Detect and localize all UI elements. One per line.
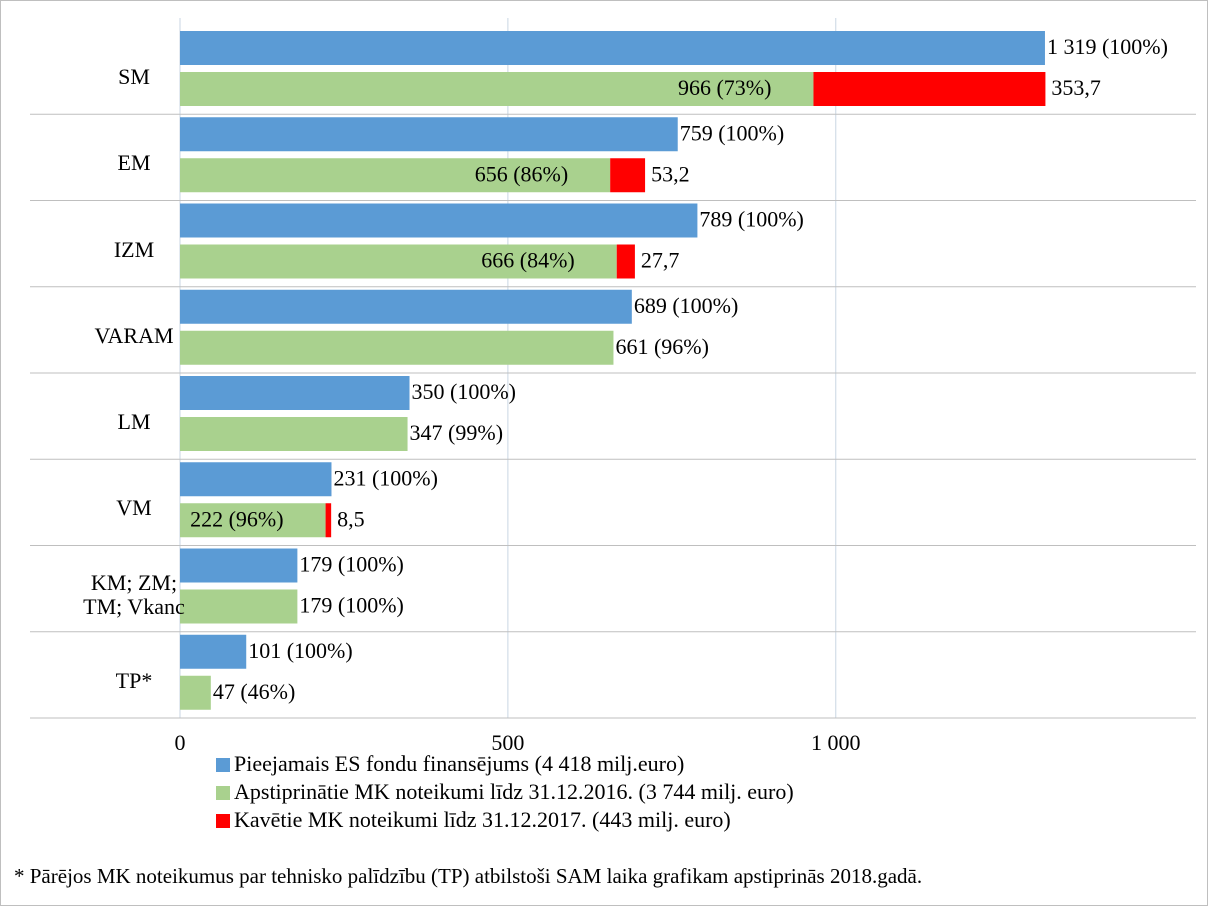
bar [180, 417, 408, 451]
value-label: 666 (84%) [481, 248, 574, 273]
category-label: VM [116, 495, 152, 521]
x-tick-label: 0 [175, 730, 186, 755]
value-label: 966 (73%) [678, 75, 771, 100]
bar [616, 244, 635, 279]
value-label: 689 (100%) [634, 293, 738, 318]
category-label: VARAM [94, 322, 174, 348]
bar [813, 72, 1046, 106]
x-tick-label: 1 000 [811, 730, 861, 755]
bar [180, 31, 1045, 65]
legend-label: Apstiprinātie MK noteikumi līdz 31.12.20… [234, 779, 794, 804]
category-label: IZM [113, 236, 155, 262]
value-label: 231 (100%) [333, 465, 437, 490]
legend-swatch [216, 758, 230, 772]
legend-label: Pieejamais ES fondu finansējums (4 418 m… [234, 751, 684, 776]
category-label: EM [117, 150, 151, 176]
bar [180, 244, 617, 279]
category-label: SM [118, 64, 150, 90]
value-label: 661 (96%) [615, 334, 708, 359]
bar [180, 503, 326, 538]
bar [180, 158, 611, 193]
value-label: 8,5 [337, 506, 365, 531]
legend-swatch [216, 814, 230, 828]
bar [180, 330, 614, 365]
footnote: * Pārējos MK noteikumus par tehnisko pal… [14, 864, 922, 888]
bar [180, 462, 332, 497]
bar [180, 203, 698, 238]
value-label: 179 (100%) [299, 593, 403, 618]
value-label: 179 (100%) [299, 552, 403, 577]
category-label: KM; ZM; TM; Vkanc [83, 569, 185, 619]
category-label: TP* [115, 667, 153, 693]
bar [325, 503, 332, 538]
value-label: 350 (100%) [412, 379, 516, 404]
value-label: 222 (96%) [190, 506, 283, 531]
value-label: 353,7 [1051, 75, 1101, 100]
value-label: 101 (100%) [248, 638, 352, 663]
value-label: 759 (100%) [680, 120, 784, 145]
bar [180, 117, 678, 152]
bar [180, 376, 410, 410]
value-label: 789 (100%) [699, 207, 803, 232]
legend-label: Kavētie MK noteikumi līdz 31.12.2017. (4… [234, 807, 731, 832]
value-label: 656 (86%) [475, 161, 568, 186]
category-label: LM [117, 409, 151, 435]
bar [180, 675, 211, 710]
bar [180, 634, 247, 669]
value-label: 347 (99%) [410, 420, 503, 445]
x-tick-label: 500 [491, 730, 524, 755]
bar [180, 589, 298, 624]
value-label: 1 319 (100%) [1047, 34, 1168, 59]
value-label: 27,7 [641, 248, 680, 273]
bar [180, 548, 298, 583]
value-label: 53,2 [651, 161, 690, 186]
bar [180, 289, 632, 324]
legend-swatch [216, 786, 230, 800]
bar [180, 72, 814, 106]
bar [610, 158, 646, 193]
value-label: 47 (46%) [213, 679, 295, 704]
